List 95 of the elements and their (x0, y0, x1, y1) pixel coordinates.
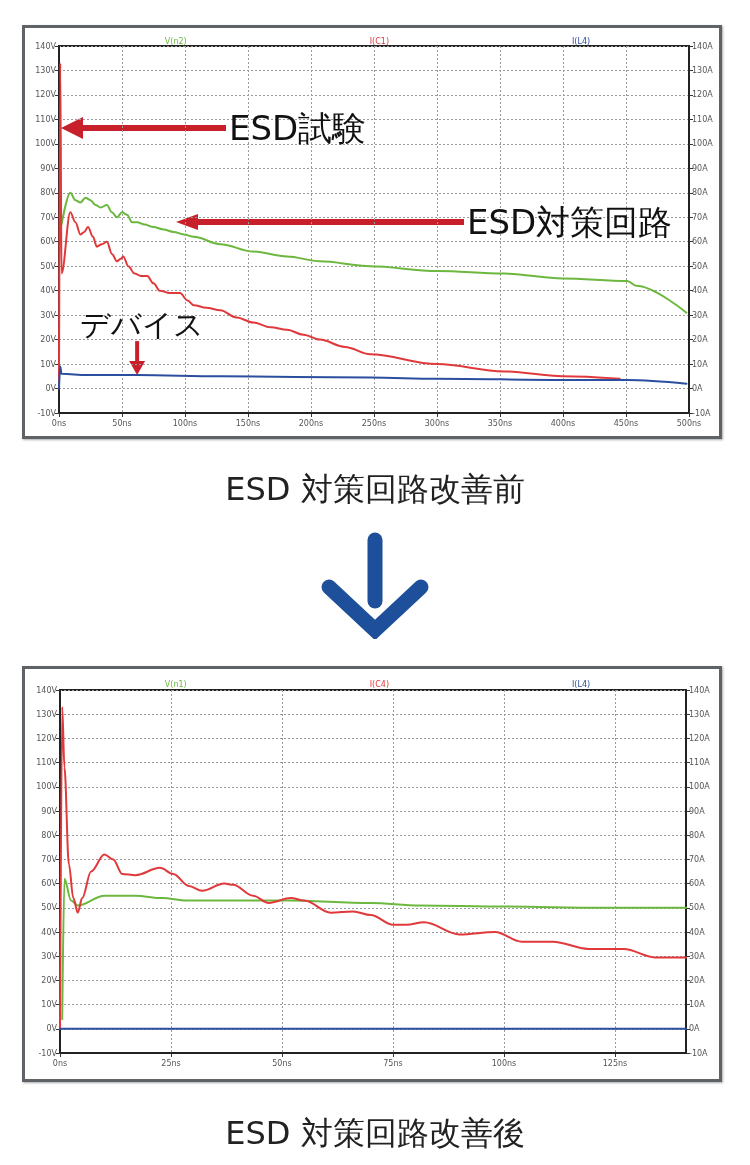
y2-tick-label: -10A (689, 1048, 709, 1058)
annotation: ESD試験 (229, 108, 367, 148)
x-tick-label: 100ns (172, 418, 198, 428)
text: I(L4) (572, 36, 591, 46)
y-tick-label: 30V (41, 951, 58, 961)
y2-tick-label: 10A (689, 1000, 706, 1010)
text: I(L4) (572, 679, 591, 689)
text: V(n1) (164, 679, 187, 689)
y2-tick-label: 70A (689, 854, 706, 864)
y-tick-label: 60V (41, 879, 58, 889)
x-tick-label: 50ns (272, 1058, 292, 1068)
y-tick-label: 70V (40, 212, 57, 222)
y-tick-label: -10V (38, 1048, 58, 1058)
x-tick-label: 300ns (424, 418, 450, 428)
y-tick-label: -10V (37, 408, 57, 418)
y2-tick-label: -10A (692, 408, 712, 418)
y-tick-label: 40V (41, 927, 58, 937)
y-tick-label: 80V (40, 188, 57, 198)
x-tick-label: 400ns (550, 418, 576, 428)
y2-tick-label: 100A (689, 782, 711, 792)
y-tick-label: 100V (35, 139, 57, 149)
y-tick-label: 140V (36, 685, 58, 695)
y2-tick-label: 50A (689, 903, 706, 913)
y2-tick-label: 140A (689, 685, 711, 695)
y-tick-label: 20V (41, 975, 58, 985)
x-tick-label: 125ns (602, 1058, 628, 1068)
text: ESD 対策回路改善後 (225, 1114, 525, 1152)
y2-tick-label: 10A (692, 359, 709, 369)
text: V(n2) (164, 36, 187, 46)
y2-tick-label: 60A (692, 237, 709, 247)
y2-tick-label: 110A (692, 114, 714, 124)
y-tick-label: 110V (36, 758, 58, 768)
y-tick-label: 130V (36, 709, 58, 719)
x-tick-label: 350ns (487, 418, 513, 428)
y2-tick-label: 40A (689, 927, 706, 937)
y2-tick-label: 140A (692, 41, 714, 51)
x-tick-label: 500ns (676, 418, 702, 428)
y2-tick-label: 110A (689, 758, 711, 768)
text: I(C4) (369, 679, 390, 689)
y-tick-label: 10V (40, 359, 57, 369)
y-tick-label: 50V (40, 261, 57, 271)
y-tick-label: 0V (46, 1024, 58, 1034)
annotation: デバイス (80, 306, 205, 342)
y-tick-label: 140V (35, 41, 57, 51)
y2-tick-label: 30A (689, 951, 706, 961)
x-tick-label: 50ns (112, 418, 132, 428)
x-tick-label: 75ns (383, 1058, 403, 1068)
y-tick-label: 110V (35, 114, 57, 124)
text: ESD 対策回路改善前 (225, 470, 525, 508)
y2-tick-label: 20A (689, 975, 706, 985)
y2-tick-label: 70A (692, 212, 709, 222)
y2-tick-label: 120A (689, 733, 711, 743)
y2-tick-label: 100A (692, 139, 714, 149)
x-tick-label: 0ns (51, 418, 67, 428)
y2-tick-label: 90A (689, 806, 706, 816)
y-tick-label: 40V (40, 286, 57, 296)
y-tick-label: 10V (41, 1000, 58, 1010)
x-tick-label: 150ns (235, 418, 261, 428)
text: I(C1) (369, 36, 390, 46)
y2-tick-label: 80A (692, 188, 709, 198)
x-tick-label: 0ns (52, 1058, 68, 1068)
y2-tick-label: 0A (689, 1024, 701, 1034)
y2-tick-label: 20A (692, 335, 709, 345)
y-tick-label: 0V (45, 384, 57, 394)
line-series (60, 191, 688, 314)
annotation: ESD対策回路 (467, 202, 673, 242)
y-tick-label: 80V (41, 830, 58, 840)
y2-tick-label: 30A (692, 310, 709, 320)
y-tick-label: 130V (35, 65, 57, 75)
y2-tick-label: 0A (692, 384, 704, 394)
y-tick-label: 30V (40, 310, 57, 320)
x-tick-label: 100ns (491, 1058, 517, 1068)
x-tick-label: 200ns (298, 418, 324, 428)
y2-tick-label: 40A (692, 286, 709, 296)
y2-tick-label: 50A (692, 261, 709, 271)
y-tick-label: 120V (35, 90, 57, 100)
x-tick-label: 25ns (161, 1058, 181, 1068)
y-tick-label: 50V (41, 903, 58, 913)
y2-tick-label: 130A (689, 709, 711, 719)
y-tick-label: 60V (40, 237, 57, 247)
y2-tick-label: 80A (689, 830, 706, 840)
y2-tick-label: 90A (692, 163, 709, 173)
y2-tick-label: 60A (689, 879, 706, 889)
line-series (59, 705, 687, 1030)
y2-tick-label: 120A (692, 90, 714, 100)
y-tick-label: 20V (40, 335, 57, 345)
y-tick-label: 120V (36, 733, 58, 743)
y-tick-label: 90V (41, 806, 58, 816)
x-tick-label: 450ns (613, 418, 639, 428)
x-tick-label: 250ns (361, 418, 387, 428)
line-series (61, 877, 687, 1021)
y-tick-label: 90V (40, 163, 57, 173)
y2-tick-label: 130A (692, 65, 714, 75)
y-tick-label: 70V (41, 854, 58, 864)
y-tick-label: 100V (36, 782, 58, 792)
